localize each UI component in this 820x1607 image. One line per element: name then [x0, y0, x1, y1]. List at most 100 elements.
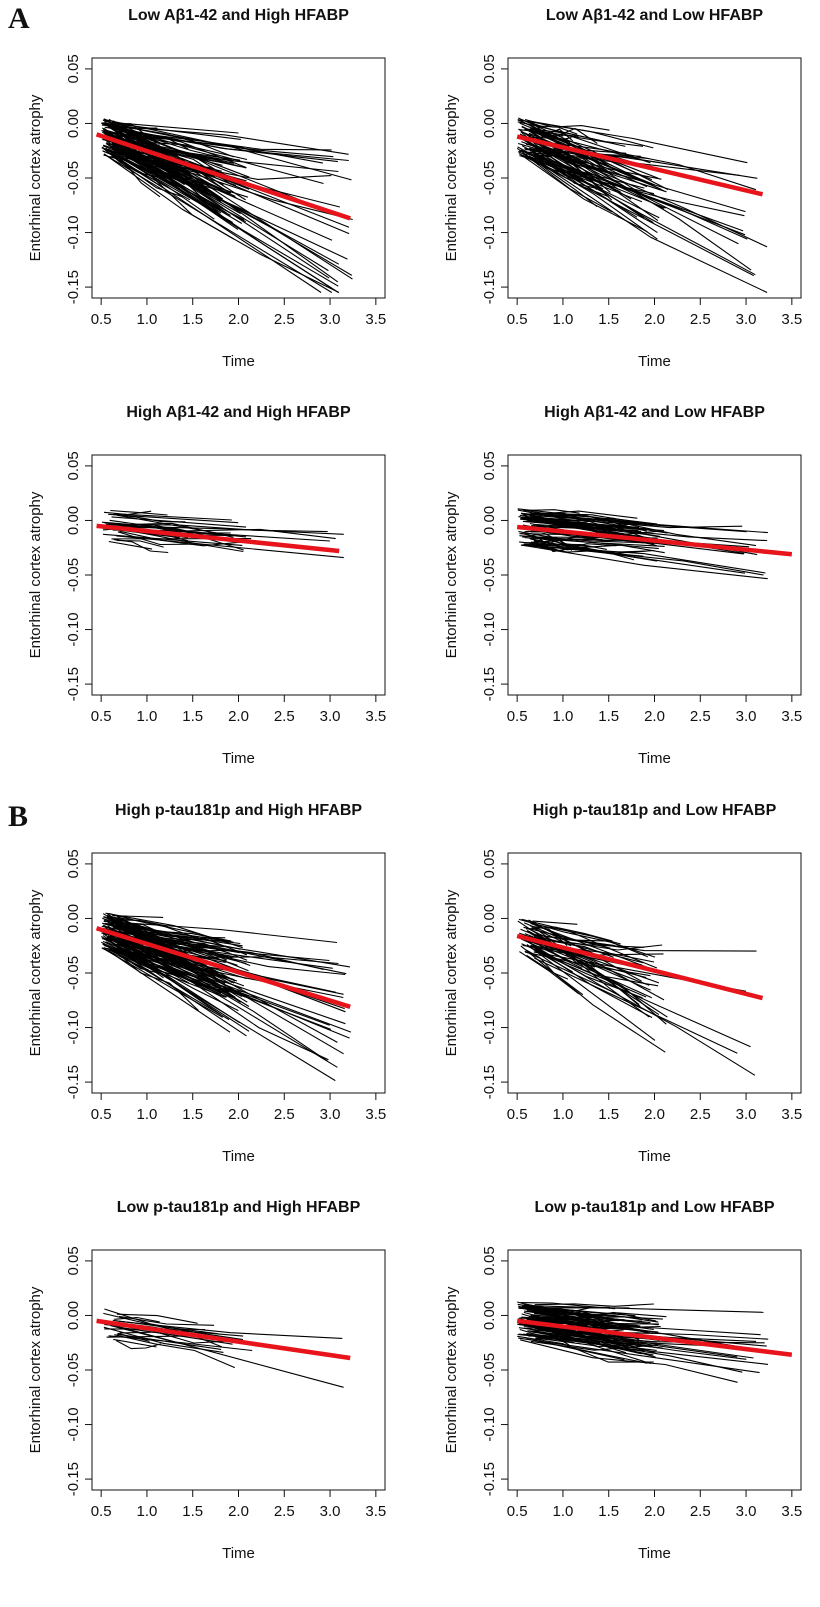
subject-trajectory — [109, 143, 160, 153]
subject-trajectories — [517, 918, 757, 1076]
x-axis-label: Time — [222, 1148, 255, 1165]
subject-trajectory — [526, 954, 584, 996]
panel-letter-a: A — [8, 2, 30, 35]
subject-trajectory — [113, 1338, 157, 1348]
subject-trajectories — [101, 509, 344, 559]
subject-trajectory — [118, 145, 340, 265]
subject-trajectory — [520, 938, 653, 999]
subject-trajectory — [518, 153, 754, 277]
subject-trajectory — [519, 118, 578, 135]
y-tick-label: -0.05 — [65, 161, 82, 195]
subject-trajectory — [517, 920, 660, 1016]
y-tick-label: -0.05 — [481, 161, 498, 195]
x-tick-label: 2.0 — [644, 311, 665, 328]
x-tick-label: 3.5 — [781, 708, 802, 725]
y-tick-label: 0.00 — [65, 904, 82, 933]
x-tick-label: 2.5 — [690, 1503, 711, 1520]
subject-trajectory — [517, 1301, 565, 1315]
x-tick-label: 3.5 — [365, 311, 386, 328]
subject-trajectory — [528, 155, 658, 240]
subject-trajectory — [116, 514, 330, 542]
x-tick-label: 2.5 — [690, 311, 711, 328]
subject-trajectory — [520, 945, 666, 1053]
y-tick-label: -0.05 — [481, 558, 498, 592]
subject-trajectory — [517, 151, 655, 195]
chart-title: High p-tau181p and Low HFABP — [533, 802, 777, 819]
subject-trajectory — [112, 513, 186, 523]
x-tick-label: 3.0 — [736, 1106, 757, 1123]
subject-trajectory — [523, 154, 609, 198]
x-tick-label: 3.5 — [781, 311, 802, 328]
subject-trajectory — [518, 119, 748, 164]
subject-trajectories — [101, 118, 353, 293]
subject-trajectory — [103, 920, 338, 944]
x-tick-label: 2.5 — [274, 311, 295, 328]
subject-trajectory — [109, 152, 243, 224]
x-tick-label: 2.0 — [228, 708, 249, 725]
x-tick-label: 3.5 — [365, 1503, 386, 1520]
subject-trajectory — [526, 1310, 663, 1320]
y-tick-label: -0.10 — [481, 1010, 498, 1044]
y-axis-label: Entorhinal cortex atrophy — [443, 94, 460, 261]
subject-trajectory — [105, 941, 228, 998]
y-tick-label: -0.15 — [481, 270, 498, 304]
subject-trajectory — [101, 124, 349, 155]
subject-trajectory — [535, 1337, 651, 1365]
fitted-trend-line — [516, 1318, 793, 1357]
y-axis-label: Entorhinal cortex atrophy — [27, 491, 44, 658]
x-tick-label: 2.0 — [228, 1106, 249, 1123]
x-tick-label: 3.5 — [365, 708, 386, 725]
subject-trajectory — [528, 537, 648, 542]
fitted-trend-line — [96, 523, 340, 554]
subject-trajectory — [519, 133, 739, 245]
subject-trajectory — [116, 535, 344, 559]
y-axis-label: Entorhinal cortex atrophy — [443, 889, 460, 1056]
x-tick-label: 1.0 — [137, 311, 158, 328]
subject-trajectory — [521, 145, 756, 276]
subject-trajectory — [525, 137, 568, 140]
x-tick-label: 3.0 — [736, 311, 757, 328]
subject-trajectory — [529, 509, 580, 514]
subject-trajectory — [526, 1304, 626, 1321]
x-tick-label: 1.0 — [553, 311, 574, 328]
subject-trajectory — [104, 918, 162, 934]
fitted-trend-line — [516, 524, 793, 557]
x-tick-label: 1.0 — [137, 1503, 158, 1520]
plot-frame — [91, 1249, 386, 1491]
subject-trajectory — [111, 142, 333, 241]
x-tick-label: 1.0 — [553, 708, 574, 725]
chart-2: Low Aβ1-42 and Low HFABP 0.5 1.0 1.5 2.0 2.5 3… — [443, 7, 802, 370]
subject-trajectory — [521, 937, 756, 1076]
subject-trajectory — [526, 1317, 659, 1333]
subject-trajectory — [526, 943, 656, 1041]
subject-trajectory — [103, 154, 161, 198]
subject-trajectory — [521, 512, 649, 530]
x-tick-label: 3.5 — [781, 1503, 802, 1520]
y-tick-label: 0.00 — [481, 904, 498, 933]
chart-title: Low Aβ1-42 and Low HFABP — [546, 7, 764, 24]
subject-trajectory — [116, 1313, 198, 1324]
y-tick-label: 0.00 — [481, 506, 498, 535]
subject-trajectory — [521, 544, 766, 574]
x-tick-label: 3.0 — [736, 1503, 757, 1520]
x-tick-label: 2.5 — [274, 1106, 295, 1123]
subject-trajectory — [114, 147, 339, 287]
subject-trajectory — [111, 918, 213, 948]
subject-trajectory — [114, 919, 222, 946]
y-tick-label: 0.05 — [65, 1246, 82, 1275]
panel-letter-b: B — [8, 800, 29, 833]
y-tick-label: -0.05 — [65, 956, 82, 990]
x-tick-label: 1.5 — [182, 1106, 203, 1123]
chart-title: High Aβ1-42 and Low HFABP — [544, 404, 765, 421]
y-tick-label: -0.15 — [481, 1065, 498, 1099]
x-axis-label: Time — [222, 1545, 255, 1562]
subject-trajectory — [530, 944, 653, 1018]
y-tick-label: 0.05 — [65, 54, 82, 83]
subject-trajectory — [101, 147, 233, 181]
subject-trajectory — [517, 1333, 566, 1340]
subject-trajectory — [117, 949, 247, 1037]
x-tick-label: 0.5 — [507, 1106, 528, 1123]
y-tick-label: -0.15 — [65, 270, 82, 304]
y-tick-label: 0.05 — [65, 849, 82, 878]
x-tick-label: 0.5 — [507, 311, 528, 328]
